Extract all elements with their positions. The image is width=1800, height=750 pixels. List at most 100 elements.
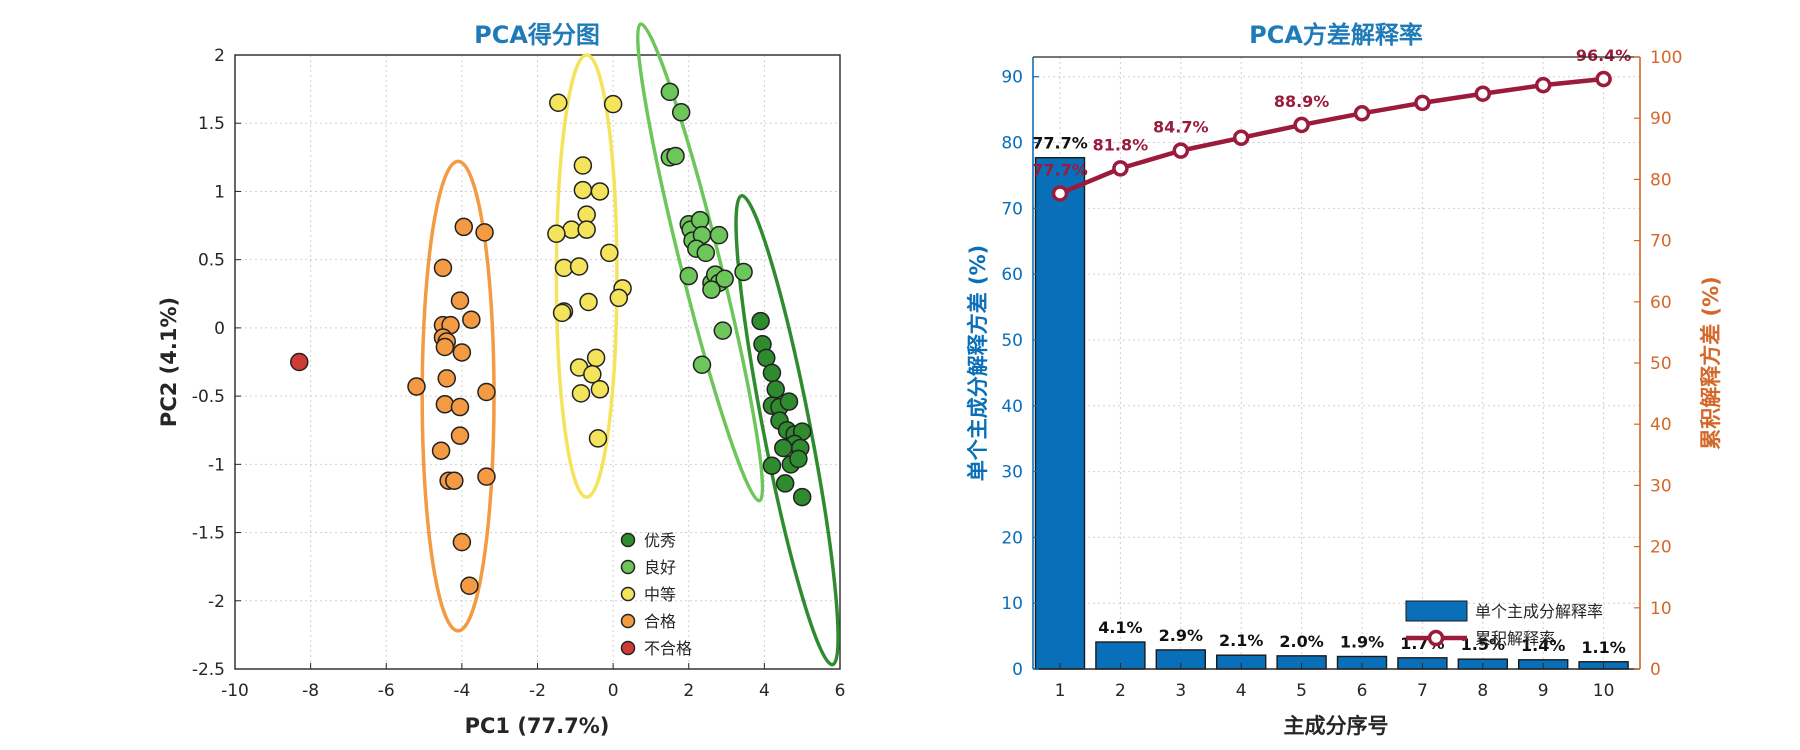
legend-marker [620,586,636,602]
score-point [715,269,734,289]
score-x-tick-label: -10 [221,681,249,701]
legend-line-marker [1427,629,1445,647]
score-x-tick-label: 4 [759,681,770,701]
score-point [437,369,456,388]
score-point [603,94,623,114]
score-x-tick-label: 6 [835,681,846,701]
score-x-tick-label: -8 [302,681,319,701]
score-point [679,266,698,286]
variance-y-tick-label: 40 [1001,397,1023,417]
score-point [475,223,494,242]
score-point [435,395,455,414]
score-point [696,243,716,263]
score-point [751,311,770,331]
score-point [290,352,309,372]
variance-y-tick-label: 10 [1001,594,1023,614]
score-point [431,441,451,460]
cumulative-point [1172,142,1190,159]
legend-label: 中等 [644,585,676,604]
score-point [571,384,591,403]
score-point [779,392,799,411]
score-x-tick-label: -4 [453,681,470,701]
variance-bar-label: 1.9% [1340,632,1384,651]
confidence-ellipse [554,53,619,499]
variance-bar-label: 1.4% [1521,636,1565,655]
legend-bar-label: 单个主成分解释率 [1475,602,1603,621]
score-point [762,456,782,475]
cumulative-line [1051,70,1612,202]
variance-bar-label: 77.7% [1032,134,1088,153]
legend-bar-swatch [1405,600,1468,622]
variance-x-tick-label: 7 [1417,681,1428,701]
variance-bar [1034,156,1086,670]
variance-bar-label: 2.9% [1159,626,1203,645]
variance-y2-tick-label: 90 [1650,109,1672,129]
variance-y-axis-label: 单个主成分解释方差 (%) [966,245,990,482]
variance-y-tick-label: 70 [1001,199,1023,219]
cumulative-point [1414,94,1431,112]
variance-y2-tick-label: 20 [1650,538,1672,558]
score-x-axis-label: PC1 (77.7%) [465,714,610,738]
score-y-tick-label: -2.5 [192,660,225,680]
cumulative-point [1595,70,1612,88]
cumulative-label: 77.7% [1032,160,1088,179]
cumulative-point [1293,116,1310,134]
variance-bar-label: 4.1% [1098,618,1142,637]
legend-label: 良好 [644,558,676,577]
score-ellipses [420,22,840,667]
score-y-axis-label: PC2 (4.1%) [157,297,181,427]
score-x-tick-label: 2 [683,681,694,701]
cumulative-point [1474,85,1492,102]
score-point [573,156,593,175]
variance-x-ticks: 1 2 3 4 5 6 7 8 9 10 [1055,663,1614,701]
variance-y-tick-label: 30 [1001,463,1023,483]
score-point [450,397,470,417]
score-points [290,82,812,596]
variance-y-tick-label: 80 [1001,134,1023,154]
score-point [789,449,808,469]
cumulative-label: 88.9% [1274,92,1330,111]
score-point [549,93,568,113]
score-x-tick-label: -2 [529,681,546,701]
cumulative-label: 81.8% [1093,135,1149,154]
variance-bar-label: 1.5% [1461,635,1505,654]
cumulative-point [1232,129,1250,147]
cumulative-point [1353,105,1371,122]
variance-y2-tick-label: 40 [1650,415,1672,435]
variance-y-tick-label: 90 [1001,68,1023,88]
score-point [774,438,793,458]
score-y-tick-label: 0 [214,319,225,339]
variance-x-tick-label: 5 [1296,681,1307,701]
score-point [734,262,753,282]
cumulative-line-path [1059,76,1604,196]
score-y-tick-label: -1 [208,455,225,475]
score-point [452,532,472,552]
score-point [450,291,470,310]
score-y-tick-label: -0.5 [192,387,225,407]
variance-y-tick-label: 20 [1001,528,1023,548]
variance-y-ticks: 0 10 20 30 40 50 60 70 80 90 [1001,68,1039,680]
legend-marker [620,640,636,656]
score-point [454,217,474,237]
score-point [452,343,472,362]
score-y-tick-label: -2 [208,592,225,612]
confidence-ellipse [734,194,840,667]
variance-x-tick-label: 3 [1175,681,1186,701]
score-y-ticks: -2.5 -2 -1.5 -1 -0.5 0 0.5 1 1.5 2 [192,46,241,680]
score-point [554,258,574,278]
variance-y-tick-label: 0 [1012,660,1023,680]
score-point [702,280,721,299]
variance-x-tick-label: 1 [1055,681,1066,701]
variance-y2-tick-label: 70 [1650,232,1672,252]
score-point [666,146,685,166]
legend-label: 合格 [644,612,676,631]
score-point [609,288,629,308]
variance-x-tick-label: 4 [1236,681,1247,701]
score-point [579,292,598,312]
score-point [407,377,426,396]
score-point [588,429,608,448]
score-point [792,487,812,507]
variance-bar-label: 2.1% [1219,631,1263,650]
